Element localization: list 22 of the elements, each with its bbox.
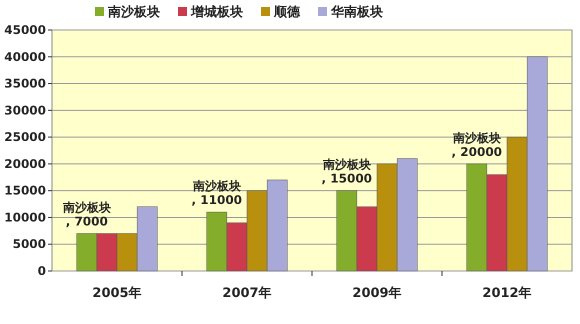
x-tick-label: 2009年 [352, 286, 402, 301]
y-tick-label: 40000 [4, 50, 46, 64]
data-label: 南沙板块 , 7000 [62, 200, 111, 229]
y-tick-label: 25000 [4, 130, 46, 144]
y-tick-label: 10000 [4, 210, 46, 224]
y-tick-label: 0 [38, 264, 46, 278]
x-tick-label: 2012年 [482, 286, 532, 301]
y-tick-label: 35000 [4, 76, 46, 91]
y-tick-label: 15000 [4, 184, 46, 198]
y-tick-label: 5000 [12, 237, 46, 252]
y-tick-label: 20000 [4, 156, 46, 171]
data-label: 南沙板块 , 15000 [322, 158, 372, 186]
legend-label: 增城板块 [190, 5, 243, 20]
y-tick-label: 45000 [4, 23, 46, 37]
legend-label: 华南板块 [330, 5, 383, 20]
data-label: 南沙板块 , 20000 [452, 130, 502, 159]
x-tick-label: 2007年 [222, 286, 272, 301]
legend-label: 南沙板块 [107, 5, 160, 20]
legend-label: 顺德 [273, 5, 301, 20]
x-tick-label: 2005年 [92, 286, 142, 301]
data-label: 南沙板块 , 11000 [192, 179, 242, 208]
y-tick-label: 30000 [4, 103, 46, 118]
